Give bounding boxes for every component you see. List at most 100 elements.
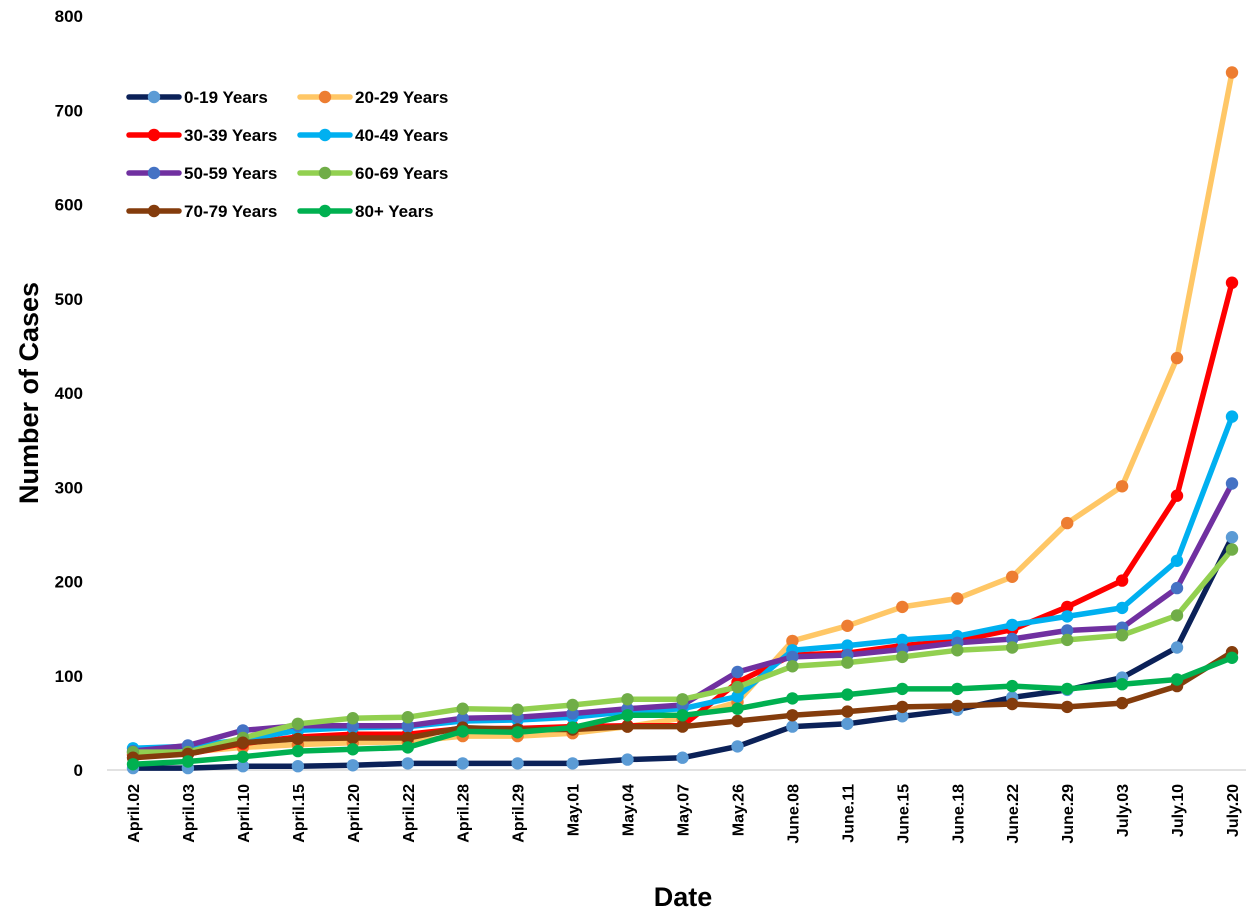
data-point [1061,516,1074,530]
data-point [1225,477,1239,490]
data-point [786,720,799,733]
legend-swatch-marker [147,128,161,142]
x-tick-label: May.07 [676,784,693,836]
legend-item: 0-19 Years [126,88,268,107]
data-point [401,741,414,754]
data-point [511,757,524,770]
legend-label: 40-49 Years [355,126,448,145]
data-point [1006,632,1019,646]
data-point [786,660,799,673]
legend-label: 0-19 Years [184,88,268,107]
y-tick-label: 300 [55,478,83,497]
legend-swatch-marker [147,90,161,104]
data-point [951,644,964,657]
data-point [1170,351,1184,365]
data-point [621,693,634,706]
data-point [1115,480,1129,493]
data-point [786,650,799,664]
data-point [291,744,305,758]
data-point [786,634,799,648]
x-tick-label: April.10 [236,784,253,843]
legend-item: 60-69 Years [297,164,448,183]
y-tick-label: 800 [55,7,83,26]
data-point [346,712,359,725]
y-tick-label: 500 [55,290,83,309]
legend-item: 20-29 Years [297,88,448,107]
data-point [676,693,689,706]
legend-label: 60-69 Years [355,164,448,183]
data-point [566,698,579,712]
data-point [621,753,634,766]
data-point [896,682,909,696]
x-tick-label: April.29 [511,784,528,843]
data-point [401,711,414,724]
data-point [346,759,359,772]
x-tick-label: June.08 [785,784,802,844]
data-point [456,712,469,725]
data-point [676,751,689,764]
x-tick-label: April.02 [126,784,143,843]
data-point [951,592,964,605]
legend-swatch-marker [318,166,332,180]
data-point [126,758,140,771]
data-point [1225,66,1239,79]
x-tick-label: May.04 [621,784,638,836]
legend-swatch-marker [318,90,332,104]
data-point [456,725,469,738]
data-point [566,757,579,770]
legend-label: 20-29 Years [355,88,448,107]
x-tick-label: May.26 [730,784,747,836]
legend-label: 80+ Years [355,202,434,221]
data-point [1006,641,1019,654]
data-point [731,680,744,694]
data-point [841,705,854,718]
data-point [1170,609,1184,622]
data-point [1170,554,1184,567]
data-point [236,736,250,749]
data-point [731,714,744,728]
data-point [236,760,250,773]
data-point [1061,600,1074,614]
data-point [676,720,689,733]
data-point [896,650,909,664]
y-tick-label: 0 [74,761,83,780]
data-point [1170,581,1184,595]
legend-swatch-marker [147,166,161,180]
legend: 0-19 Years 20-29 Years 30-39 Years 40-49 Ye… [126,88,448,221]
data-point [1061,700,1074,714]
data-point [511,726,524,739]
x-tick-label: April.20 [346,784,363,843]
data-point [621,720,634,733]
data-point [1061,682,1074,696]
data-point [1225,543,1239,556]
data-point [456,702,469,715]
legend-label: 50-59 Years [184,164,277,183]
data-point [1061,633,1074,647]
x-axis-title: Date [654,882,713,911]
x-tick-label: April.15 [291,784,308,843]
legend-label: 70-79 Years [184,202,277,221]
x-tick-label: April.28 [456,784,473,843]
data-point [731,702,744,715]
data-point [1115,574,1129,587]
data-point [181,755,195,768]
x-axis-ticks: April.02 April.03 April.10 April.15 April.20… [126,784,1242,844]
data-point [346,731,359,745]
x-tick-label: April.03 [181,784,198,843]
x-tick-label: June.15 [895,784,912,844]
data-point [841,619,854,632]
x-tick-label: April.22 [401,784,418,843]
series-20-29-years [126,66,1239,760]
data-point [401,731,414,745]
data-point [1006,618,1019,632]
data-point [1170,641,1184,654]
data-point [896,633,909,647]
legend-item: 50-59 Years [126,164,277,183]
data-point [676,709,689,722]
data-point [1115,629,1129,642]
data-point [291,732,305,746]
data-point [841,688,854,701]
data-point [841,717,854,730]
x-tick-label: June.22 [1005,784,1022,844]
